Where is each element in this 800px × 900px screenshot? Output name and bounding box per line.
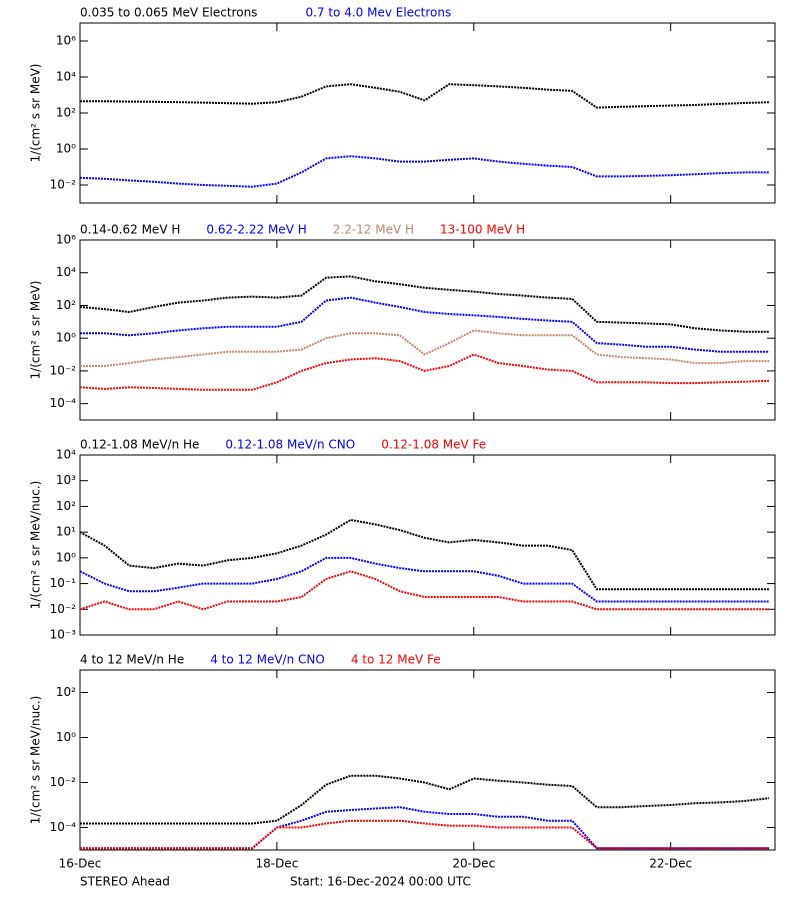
legend-entry: 0.62-2.22 MeV H (206, 223, 306, 237)
plot-frame (79, 454, 776, 636)
legend-entry: 4 to 12 MeV Fe (351, 653, 441, 667)
legend-entry: 0.12-1.08 MeV Fe (381, 438, 486, 452)
legend-entry: 4 to 12 MeV/n He (80, 653, 184, 667)
series-line (79, 518, 770, 591)
mission-label: STEREO Ahead (80, 875, 170, 889)
y-tick-label: 10¹ (56, 525, 76, 539)
legend-entry: 0.12-1.08 MeV/n He (80, 438, 199, 452)
y-tick-label: 10² (56, 106, 76, 120)
series-line (79, 275, 770, 333)
legend-entry: 0.7 to 4.0 Mev Electrons (305, 6, 451, 20)
y-axis-title: 1/(cm² s sr MeV/nuc.) (29, 696, 43, 825)
y-tick-label: 10³ (56, 473, 76, 487)
series-line (79, 353, 770, 391)
x-tick-label: 16-Dec (59, 857, 102, 871)
series-line (80, 83, 770, 109)
y-tick-label: 10² (56, 298, 76, 312)
y-axis-title: 1/(cm² s sr MeV) (29, 64, 43, 163)
y-tick-label: 10⁴ (56, 448, 76, 462)
plot-frame (79, 239, 776, 421)
y-tick-label: 10⁻⁴ (50, 396, 77, 410)
legend-entry: 2.2-12 MeV H (333, 223, 414, 237)
y-tick-label: 10⁴ (56, 70, 76, 84)
y-tick-label: 10⁶ (56, 34, 76, 48)
series-line (80, 296, 770, 353)
y-tick-label: 10⁻² (50, 178, 77, 192)
legend-entry: 0.12-1.08 MeV/n CNO (225, 438, 355, 452)
start-label: Start: 16-Dec-2024 00:00 UTC (290, 875, 471, 889)
y-tick-label: 10⁻³ (50, 628, 77, 642)
y-tick-label: 10⁴ (56, 265, 76, 279)
legend-entry: 0.14-0.62 MeV H (80, 223, 180, 237)
y-tick-label: 10⁻² (50, 363, 77, 377)
y-tick-label: 10⁻⁴ (50, 820, 77, 834)
x-tick-label: 20-Dec (452, 857, 495, 871)
legend-entry: 0.035 to 0.065 MeV Electrons (80, 6, 257, 20)
y-tick-label: 10⁰ (56, 730, 76, 744)
y-tick-label: 10⁰ (56, 550, 76, 564)
series-line (79, 570, 770, 611)
legend-entry: 13-100 MeV H (440, 223, 525, 237)
y-axis-title: 1/(cm² s sr MeV) (29, 281, 43, 380)
series-line (79, 155, 770, 188)
plot-frame (79, 669, 776, 851)
y-axis-title: 1/(cm² s sr MeV/nuc.) (29, 481, 43, 610)
y-tick-label: 10⁻² (50, 602, 77, 616)
series-line (80, 819, 770, 850)
y-tick-label: 10² (56, 499, 76, 513)
y-tick-label: 10⁰ (56, 331, 76, 345)
series-line (80, 774, 770, 825)
y-tick-label: 10² (56, 685, 76, 699)
legend-entry: 4 to 12 MeV/n CNO (210, 653, 325, 667)
x-tick-label: 22-Dec (649, 857, 692, 871)
y-tick-label: 10⁻¹ (50, 576, 77, 590)
x-tick-label: 18-Dec (255, 857, 298, 871)
series-line (79, 556, 770, 603)
series-line (80, 806, 770, 850)
y-tick-label: 10⁻² (50, 775, 77, 789)
y-tick-label: 10⁶ (56, 233, 76, 247)
series-line (80, 329, 770, 367)
plot-frame (79, 22, 776, 204)
y-tick-label: 10⁰ (56, 142, 76, 156)
